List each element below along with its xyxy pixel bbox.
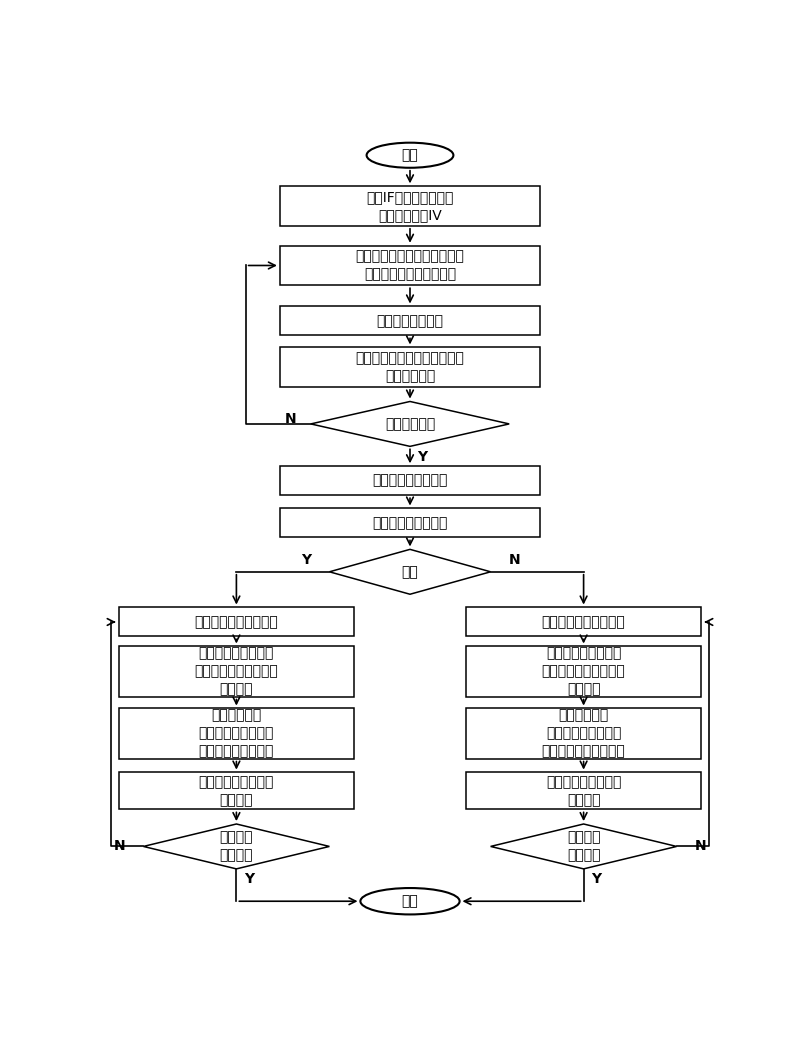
Text: 结束: 结束 [402, 894, 418, 908]
Text: Y: Y [591, 872, 601, 886]
FancyBboxPatch shape [280, 246, 540, 286]
FancyBboxPatch shape [466, 708, 702, 758]
FancyBboxPatch shape [118, 608, 354, 637]
Text: N: N [694, 840, 706, 854]
Text: Y: Y [418, 450, 427, 464]
Text: 由基于广义信息域的
伪随机码发生器发生器
产生密鑰: 由基于广义信息域的 伪随机码发生器发生器 产生密鑰 [542, 646, 626, 697]
Text: 根据变换矩阵
对缓冲区内明文进行
位置变换及异或运算: 根据变换矩阵 对缓冲区内明文进行 位置变换及异或运算 [198, 709, 274, 758]
Polygon shape [310, 402, 510, 447]
Text: 位串长度足够: 位串长度足够 [385, 417, 435, 431]
FancyBboxPatch shape [466, 608, 702, 637]
Polygon shape [490, 824, 677, 869]
Text: N: N [114, 840, 126, 854]
Text: 由基于广义信息域的
伪随机码发生器发生器
产生密鑰: 由基于广义信息域的 伪随机码发生器发生器 产生密鑰 [194, 646, 278, 697]
Text: 把明文读入动态缓冲区: 把明文读入动态缓冲区 [194, 615, 278, 629]
Text: Y: Y [244, 872, 254, 886]
Text: 加密: 加密 [402, 565, 418, 578]
Polygon shape [143, 824, 330, 869]
Ellipse shape [360, 888, 459, 914]
Text: 记录当前迁移地址: 记录当前迁移地址 [377, 314, 443, 328]
Text: 计算动态缓冲区大小: 计算动态缓冲区大小 [372, 474, 448, 487]
Text: N: N [285, 412, 297, 426]
Polygon shape [330, 549, 490, 594]
FancyBboxPatch shape [280, 306, 540, 336]
Ellipse shape [366, 142, 454, 167]
Text: 按迁移地址从活动背景中析出
位串，同时并入密鑰序列: 按迁移地址从活动背景中析出 位串，同时并入密鑰序列 [355, 250, 465, 281]
Text: 所有明文
加密完毕: 所有明文 加密完毕 [220, 831, 253, 862]
FancyBboxPatch shape [118, 708, 354, 758]
Text: N: N [508, 553, 520, 567]
FancyBboxPatch shape [280, 347, 540, 387]
FancyBboxPatch shape [466, 646, 702, 697]
Text: 约束化处理并根据修正值获取
新的迁移地址: 约束化处理并根据修正值获取 新的迁移地址 [355, 351, 465, 383]
Text: 根据变换矩阵
对缓冲区内密文进行
位置变换及异或逆运算: 根据变换矩阵 对缓冲区内密文进行 位置变换及异或逆运算 [542, 709, 626, 758]
Text: 把密文读入动态缓冲区: 把密文读入动态缓冲区 [542, 615, 626, 629]
FancyBboxPatch shape [280, 508, 540, 538]
FancyBboxPatch shape [280, 186, 540, 226]
Text: 选取IF产生活动背景，
产生并规格化IV: 选取IF产生活动背景， 产生并规格化IV [366, 190, 454, 222]
Text: 输出密文动态缓冲区
中的密文: 输出密文动态缓冲区 中的密文 [198, 775, 274, 806]
Text: 所有密文
解密完毕: 所有密文 解密完毕 [567, 831, 600, 862]
Text: 输出明文动态缓冲区
中的明文: 输出明文动态缓冲区 中的明文 [546, 775, 622, 806]
Text: Y: Y [301, 553, 311, 567]
FancyBboxPatch shape [466, 773, 702, 810]
FancyBboxPatch shape [280, 467, 540, 495]
Text: 开始: 开始 [402, 149, 418, 162]
FancyBboxPatch shape [118, 646, 354, 697]
FancyBboxPatch shape [118, 773, 354, 810]
Text: 构造轨迹环变换矩阵: 构造轨迹环变换矩阵 [372, 516, 448, 530]
